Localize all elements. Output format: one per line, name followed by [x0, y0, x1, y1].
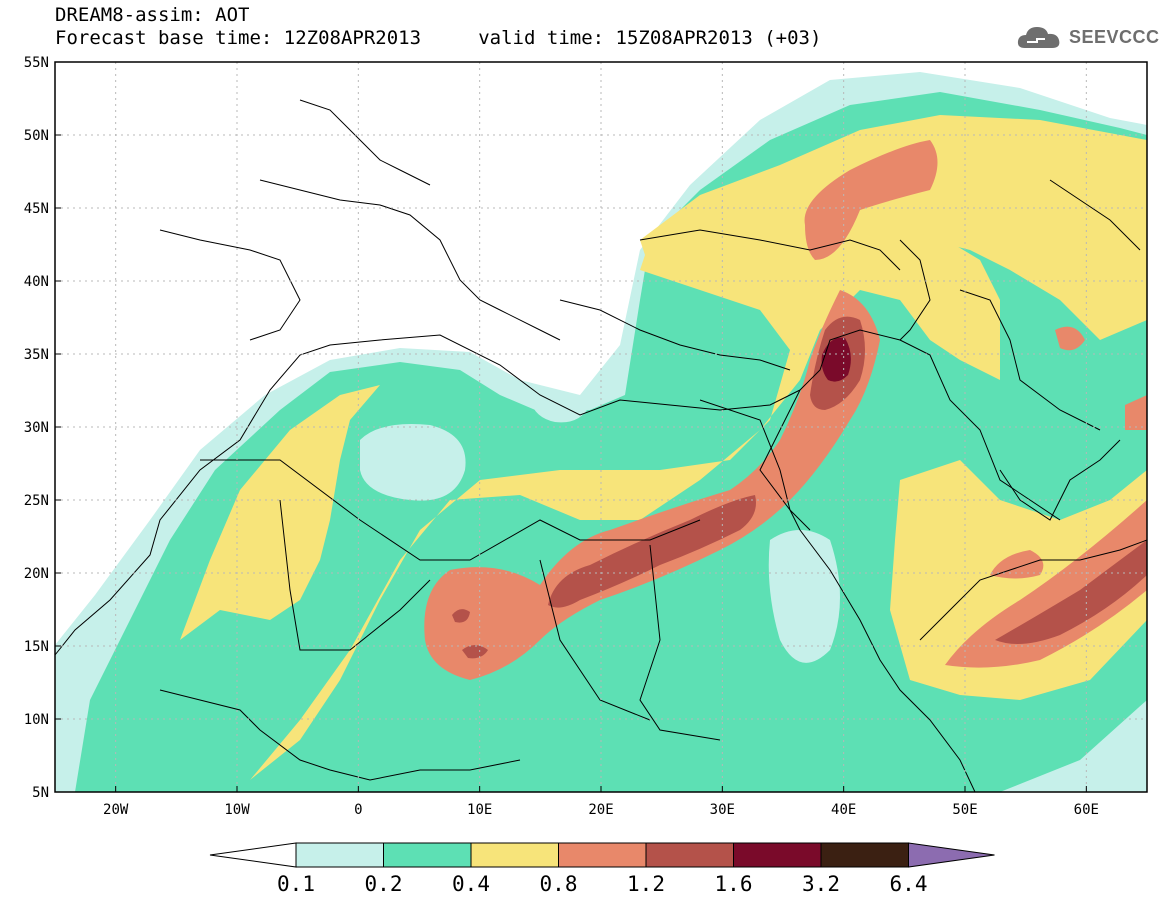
lat-label: 35N — [24, 347, 49, 363]
contour-level-0.4d — [890, 460, 1147, 700]
lon-label: 20E — [588, 802, 613, 818]
colorbar-swatch — [558, 842, 647, 868]
contour-level-1.2c — [995, 540, 1147, 644]
contour-level-0.4b — [250, 200, 1000, 780]
contour-level-0.8b — [804, 140, 938, 260]
lat-label: 25N — [24, 493, 49, 509]
forecast-time-line: Forecast base time: 12Z08APR2013 valid t… — [55, 27, 822, 49]
lat-label: 45N — [24, 201, 49, 217]
colorbar-label: 1.2 — [627, 872, 665, 896]
colorbar-swatch — [733, 842, 822, 868]
lat-label: 30N — [24, 420, 49, 436]
colorbar-swatch — [470, 842, 559, 868]
contour-level-0.8c — [945, 500, 1147, 668]
colorbar-swatch — [295, 842, 384, 868]
grid — [55, 62, 1147, 792]
colorbar-swatch — [645, 842, 734, 868]
colorbar-swatch — [383, 842, 472, 868]
colorbar-label: 0.4 — [452, 872, 490, 896]
colorbar-label: 0.2 — [365, 872, 403, 896]
lat-label: 15N — [24, 639, 49, 655]
lat-label: 40N — [24, 274, 49, 290]
seevccc-logo: SEEVCCC — [1015, 22, 1160, 52]
contour-level-1.6 — [821, 337, 851, 382]
contour-level-0.8d — [990, 550, 1044, 579]
colorbar-label: 0.1 — [277, 872, 315, 896]
lon-label: 60E — [1074, 802, 1099, 818]
lon-label: 10E — [467, 802, 492, 818]
contour-hole-3 — [530, 398, 590, 423]
contour-level-0.8f — [1055, 326, 1085, 351]
lat-label: 55N — [24, 55, 49, 71]
lon-label: 0 — [354, 802, 362, 818]
colorbar-overflow — [908, 842, 995, 868]
lat-label: 20N — [24, 566, 49, 582]
logo-text: SEEVCCC — [1069, 26, 1160, 47]
coastlines — [55, 99, 1147, 792]
contour-level-0.8e — [1125, 395, 1147, 430]
colorbar-label: 1.6 — [715, 872, 753, 896]
longitude-labels: 20W 10W 0 10E 20E 30E 40E 50E 60E — [103, 786, 1099, 818]
contour-hole-1 — [360, 424, 466, 501]
contour-level-1.2e — [462, 645, 488, 659]
lon-label: 40E — [831, 802, 856, 818]
lon-label: 50E — [952, 802, 977, 818]
cloud-icon — [1017, 27, 1060, 48]
colorbar-label: 0.8 — [540, 872, 578, 896]
colorbar-label: 3.2 — [802, 872, 840, 896]
lon-label: 10W — [224, 802, 250, 818]
lat-label: 50N — [24, 128, 49, 144]
lon-label: 20W — [103, 802, 129, 818]
contour-level-0.4 — [180, 385, 380, 640]
latitude-labels: 55N 50N 45N 40N 35N 30N 25N 20N 15N 10N 5N — [24, 55, 61, 801]
lat-label: 10N — [24, 712, 49, 728]
lat-label: 5N — [32, 785, 49, 801]
colorbar-swatch — [820, 842, 909, 868]
contour-hole-2 — [768, 530, 840, 663]
colorbar-underflow — [209, 842, 297, 868]
map-title: DREAM8-assim: AOT — [55, 4, 250, 26]
contour-level-1.2d — [452, 609, 470, 623]
colorbar: 0.1 0.2 0.4 0.8 1.2 1.6 3.2 6.4 — [209, 842, 995, 896]
contour-level-1.2 — [548, 495, 756, 608]
aot-contours — [55, 72, 1147, 792]
lon-label: 30E — [710, 802, 735, 818]
colorbar-label: 6.4 — [890, 872, 928, 896]
contour-level-0.4c — [640, 115, 1147, 340]
